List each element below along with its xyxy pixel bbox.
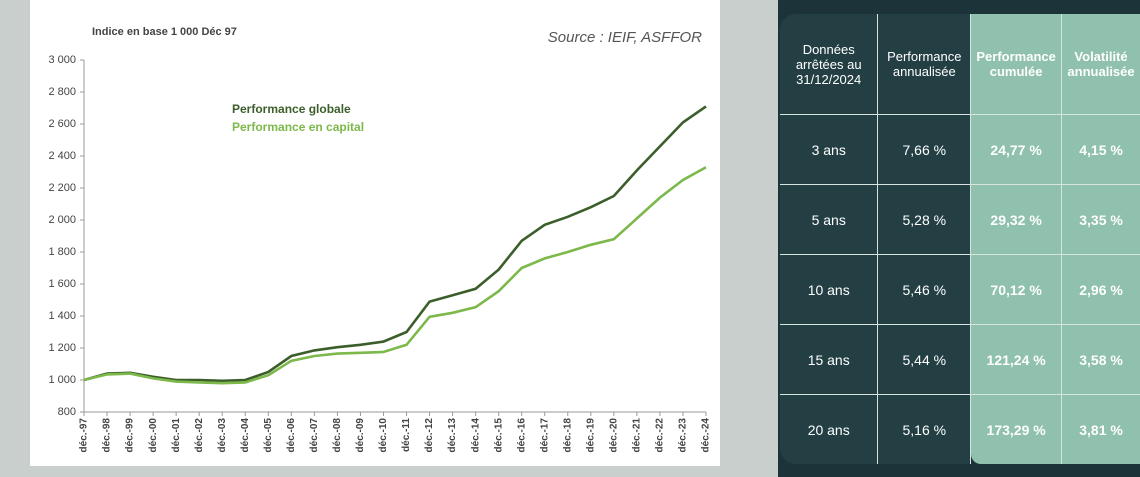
- chart-title: Indice en base 1 000 Déc 97: [92, 26, 237, 38]
- table-cell: Performance annualisée: [877, 14, 972, 115]
- x-tick-label: déc.-24: [701, 418, 712, 453]
- legend-entry: Performance en capital: [232, 120, 364, 134]
- chart-source: Source : IEIF, ASFFOR: [548, 29, 702, 46]
- series-line: [83, 105, 707, 383]
- x-tick-label: déc.-09: [355, 418, 366, 453]
- x-tick-label: déc.-23: [678, 418, 689, 453]
- table-cell: 5,46 %: [877, 254, 972, 325]
- table-cell: 70,12 %: [970, 254, 1063, 325]
- table-row: 20 ans 5,16 % 173,29 % 3,81 %: [780, 394, 1140, 464]
- table-cell: 5,44 %: [877, 324, 972, 395]
- performance-table: Données arrêtées au 31/12/2024 Performanc…: [780, 14, 1140, 464]
- table-cell: 15 ans: [780, 324, 879, 395]
- table-row: 15 ans 5,44 % 121,24 % 3,58 %: [780, 324, 1140, 395]
- table-cell: 20 ans: [780, 394, 879, 464]
- x-tick-label: déc.-22: [655, 418, 666, 453]
- table-cell: 173,29 %: [970, 394, 1063, 464]
- table-cell: 5 ans: [780, 184, 879, 255]
- y-tick-label: 3 000: [48, 54, 76, 66]
- x-tick-label: déc.-97: [79, 418, 90, 453]
- legend-entry: Performance globale: [232, 102, 351, 116]
- table-cell: 7,66 %: [877, 114, 972, 185]
- y-tick-label: 2 400: [48, 150, 76, 162]
- table-row: 5 ans 5,28 % 29,32 % 3,35 %: [780, 184, 1140, 255]
- x-tick-label: déc.-14: [470, 418, 481, 453]
- table-cell: Données arrêtées au 31/12/2024: [780, 14, 879, 115]
- table-cell: 5,28 %: [877, 184, 972, 255]
- x-tick-label: déc.-17: [539, 418, 550, 453]
- x-tick-label: déc.-06: [286, 418, 297, 453]
- x-tick-label: déc.-16: [516, 418, 527, 453]
- x-tick-label: déc.-21: [632, 418, 643, 453]
- y-tick-label: 1 800: [48, 246, 76, 258]
- x-tick-label: déc.-01: [171, 418, 182, 453]
- y-tick-label: 2 200: [48, 182, 76, 194]
- table-cell: 10 ans: [780, 254, 879, 325]
- table-row: 10 ans 5,46 % 70,12 % 2,96 %: [780, 254, 1140, 325]
- x-tick-label: déc.-00: [148, 418, 159, 453]
- table-cell: 24,77 %: [970, 114, 1063, 185]
- series-line: [83, 166, 707, 385]
- y-tick-label: 2 000: [48, 214, 76, 226]
- table-cell: 2,96 %: [1061, 254, 1140, 325]
- table-cell: 29,32 %: [970, 184, 1063, 255]
- x-tick-label: déc.-10: [378, 418, 389, 453]
- x-tick-label: déc.-02: [194, 418, 205, 453]
- table-cell: 3,35 %: [1061, 184, 1140, 255]
- x-tick-label: déc.-12: [424, 418, 435, 453]
- x-tick-label: déc.-08: [332, 418, 343, 453]
- table-row: 3 ans 7,66 % 24,77 % 4,15 %: [780, 114, 1140, 185]
- table-cell: Volatilité annualisée: [1061, 14, 1140, 115]
- table-cell: 3,58 %: [1061, 324, 1140, 395]
- y-tick-label: 2 800: [48, 86, 76, 98]
- table-cell: 3 ans: [780, 114, 879, 185]
- chart: Indice en base 1 000 Déc 97 Source : IEI…: [30, 0, 720, 466]
- table-cell: 3,81 %: [1061, 394, 1140, 464]
- x-tick-label: déc.-11: [401, 418, 412, 452]
- y-tick-label: 1 200: [48, 342, 76, 354]
- x-tick-label: déc.-98: [102, 418, 113, 453]
- x-tick-label: déc.-05: [263, 418, 274, 453]
- y-tick-label: 1 600: [48, 278, 76, 290]
- table-cell: 4,15 %: [1061, 114, 1140, 185]
- table-cell: Performance cumulée: [970, 14, 1063, 115]
- x-tick-label: déc.-99: [125, 418, 136, 453]
- x-tick-label: déc.-18: [562, 418, 573, 453]
- x-tick-label: déc.-07: [309, 418, 320, 453]
- y-tick-label: 1 000: [48, 374, 76, 386]
- y-tick-label: 2 600: [48, 118, 76, 130]
- header-row: Données arrêtées au 31/12/2024 Performanc…: [780, 14, 1140, 115]
- table-cell: 121,24 %: [970, 324, 1063, 395]
- x-tick-label: déc.-13: [447, 418, 458, 453]
- y-tick-label: 800: [58, 406, 76, 418]
- table-cell: 5,16 %: [877, 394, 972, 464]
- y-tick-label: 1 400: [48, 310, 76, 322]
- x-tick-label: déc.-03: [217, 418, 228, 453]
- x-tick-label: déc.-15: [493, 418, 504, 453]
- x-tick-label: déc.-04: [240, 418, 251, 453]
- x-tick-label: déc.-20: [608, 418, 619, 453]
- x-tick-label: déc.-19: [585, 418, 596, 453]
